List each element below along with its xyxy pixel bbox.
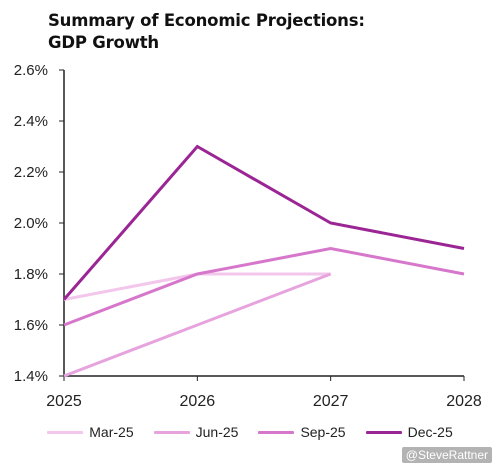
legend-swatch — [47, 430, 84, 434]
chart-title-line-1: Summary of Economic Projections: — [48, 11, 365, 30]
y-tick-label: 2.4% — [14, 113, 48, 130]
y-tick-label: 1.8% — [14, 266, 48, 283]
chart-title-line-2: GDP Growth — [48, 33, 159, 52]
legend-swatch — [258, 430, 295, 434]
legend-label: Dec-25 — [407, 424, 453, 440]
x-tick-label: 2025 — [46, 393, 82, 410]
legend-label: Sep-25 — [300, 424, 346, 440]
legend-item: Mar-25 — [47, 424, 134, 440]
x-tick-label: 2027 — [313, 393, 349, 410]
series-line-dec-25 — [62, 144, 465, 301]
y-tick-label: 2.0% — [14, 215, 48, 232]
series-line-jun-25 — [63, 272, 332, 378]
legend-swatch — [153, 430, 190, 434]
legend-item: Sep-25 — [258, 424, 346, 440]
credit-badge: @SteveRattner — [401, 447, 492, 463]
legend-item: Jun-25 — [153, 424, 239, 440]
y-tick-label: 2.2% — [14, 164, 48, 181]
y-tick-label: 1.4% — [14, 368, 48, 385]
x-tick-label: 2028 — [446, 393, 482, 410]
legend-label: Jun-25 — [195, 424, 239, 440]
legend-label: Mar-25 — [89, 424, 134, 440]
y-tick-label: 2.6% — [14, 62, 48, 79]
y-tick-label: 1.6% — [14, 317, 48, 334]
x-tick-label: 2026 — [180, 393, 216, 410]
series-line-mar-25 — [63, 272, 331, 301]
series-line-sep-25 — [63, 246, 465, 327]
chart-title: Summary of Economic Projections: GDP Gro… — [48, 10, 488, 54]
legend-item: Dec-25 — [365, 424, 453, 440]
chart-legend: Mar-25 Jun-25 Sep-25 Dec-25 — [0, 422, 500, 442]
legend-swatch — [365, 430, 402, 434]
